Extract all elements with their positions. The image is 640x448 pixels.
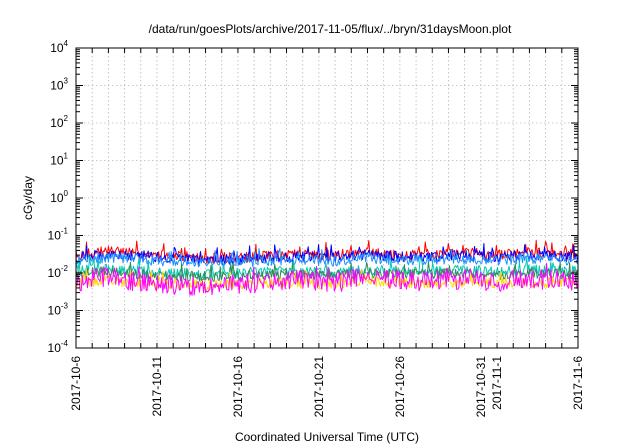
x-axis-label: Coordinated Universal Time (UTC) (235, 430, 419, 444)
y-tick-exponent: 0 (64, 189, 69, 198)
y-tick-label: 10-3 (48, 302, 69, 318)
x-tick-label: 2017-11-6 (571, 356, 585, 410)
y-axis-label: cGy/day (21, 176, 35, 220)
y-tick-exponent: 3 (64, 77, 69, 86)
x-tick-label: 2017-10-16 (231, 356, 245, 418)
y-tick-exponent: 4 (64, 39, 69, 48)
y-tick-base: 10 (50, 41, 64, 55)
x-tick-label: 2017-10-6 (69, 356, 83, 411)
x-tick-label: 2017-10-11 (150, 356, 164, 417)
x-tick-label: 2017-10-31 (474, 356, 488, 418)
x-tick-label: 2017-10-26 (393, 356, 407, 418)
y-tick-exponent: 1 (64, 152, 69, 161)
y-tick-base: 10 (48, 341, 62, 355)
y-tick-exponent: -3 (61, 302, 69, 311)
y-tick-base: 10 (50, 116, 64, 130)
y-tick-label: 101 (50, 152, 68, 168)
y-tick-label: 102 (50, 114, 68, 130)
series-line (75, 261, 579, 282)
series-layer (75, 239, 579, 296)
plot-frame (75, 47, 579, 349)
grid (76, 48, 578, 348)
y-tick-label: 10-1 (48, 227, 69, 243)
x-tick-label: 2017-11-1 (490, 356, 504, 410)
y-tick-base: 10 (50, 79, 64, 93)
series-line (75, 248, 579, 269)
y-tick-label: 100 (50, 189, 68, 205)
series-line (75, 262, 579, 296)
y-tick-exponent: -2 (61, 264, 69, 273)
y-tick-label: 104 (50, 39, 68, 55)
y-tick-label: 103 (50, 77, 68, 93)
y-tick-base: 10 (48, 229, 62, 243)
y-tick-exponent: 2 (64, 114, 69, 123)
y-tick-base: 10 (48, 304, 62, 318)
y-tick-base: 10 (50, 154, 64, 168)
y-tick-base: 10 (50, 191, 64, 205)
y-tick-exponent: -4 (61, 339, 69, 348)
y-tick-label: 10-2 (48, 264, 69, 280)
y-tick-base: 10 (48, 266, 62, 280)
y-tick-exponent: -1 (61, 227, 69, 236)
chart-title: /data/run/goesPlots/archive/2017-11-05/f… (149, 22, 512, 36)
x-axis: 2017-10-6 2017-10-11 2017-10-16 2017-10-21 2… (69, 48, 585, 417)
y-tick-label: 10-4 (48, 339, 69, 355)
x-tick-label: 2017-10-21 (312, 356, 326, 418)
